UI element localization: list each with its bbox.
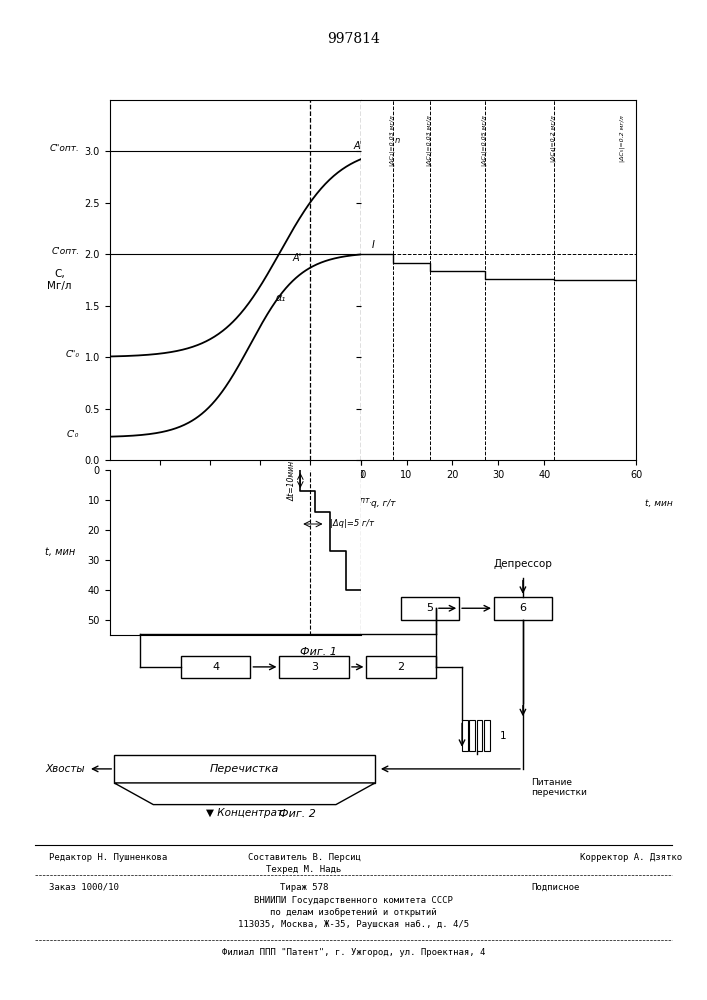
Text: |Δq|=5 г/т: |Δq|=5 г/т [330, 520, 375, 528]
Text: |ΔC₅|=0.2 мг/л: |ΔC₅|=0.2 мг/л [620, 115, 625, 162]
Bar [462, 720, 468, 751]
Text: I: I [372, 240, 375, 250]
Bar [401, 597, 459, 620]
Text: C'опт.: C'опт. [51, 247, 79, 256]
Text: |ΔC₂|=0.03 мг/л: |ΔC₂|=0.03 мг/л [427, 115, 432, 166]
Bar [494, 597, 552, 620]
Text: Депрессор: Депрессор [493, 559, 552, 569]
Bar [366, 656, 436, 678]
Text: по делам изобретений и открытий: по делам изобретений и открытий [270, 908, 437, 917]
Bar [477, 720, 482, 751]
Text: Тираж 578: Тираж 578 [280, 883, 328, 892]
Text: Питание
перечистки: Питание перечистки [532, 778, 588, 797]
Text: Фиг. 2: Фиг. 2 [279, 809, 315, 819]
Text: n: n [395, 136, 400, 145]
Text: Корректор А. Дзятко: Корректор А. Дзятко [580, 853, 682, 862]
Text: |ΔC₄|=0.2 мг/л: |ΔC₄|=0.2 мг/л [551, 115, 556, 162]
Text: q'опт.: q'опт. [298, 496, 322, 505]
Bar [469, 720, 475, 751]
Text: Техред М. Надь: Техред М. Надь [267, 865, 341, 874]
Text: 5: 5 [426, 603, 433, 613]
Text: C"опт.: C"опт. [49, 144, 79, 153]
Text: q, г/т: q, г/т [370, 499, 395, 508]
Text: 4: 4 [212, 662, 219, 672]
Text: Хвосты: Хвосты [45, 764, 86, 774]
Text: Редактор Н. Пушненкова: Редактор Н. Пушненкова [49, 853, 168, 862]
Text: Составитель В. Персиц: Составитель В. Персиц [247, 853, 361, 862]
Text: A": A" [353, 141, 364, 151]
Text: 2: 2 [397, 662, 404, 672]
Text: Подписное: Подписное [532, 883, 580, 892]
Text: Δt=10мин: Δt=10мин [288, 460, 297, 501]
Y-axis label: C,
Мг/л: C, Мг/л [47, 269, 71, 291]
Text: α₂: α₂ [365, 180, 375, 190]
Bar [484, 720, 489, 751]
Text: C"₀: C"₀ [66, 350, 79, 359]
Text: ВНИИПИ Государственного комитета СССР: ВНИИПИ Государственного комитета СССР [254, 896, 453, 905]
Text: q"опт.: q"опт. [348, 496, 373, 505]
Text: Филиал ППП "Патент", г. Ужгород, ул. Проектная, 4: Филиал ППП "Патент", г. Ужгород, ул. Про… [222, 948, 485, 957]
Text: |ΔC₁|=0.03 мг/л: |ΔC₁|=0.03 мг/л [390, 115, 395, 166]
Text: C'₀: C'₀ [67, 430, 79, 439]
Text: Фиг. 1: Фиг. 1 [300, 647, 337, 657]
Text: 997814: 997814 [327, 32, 380, 46]
Text: Заказ 1000/10: Заказ 1000/10 [49, 883, 119, 892]
Text: α₁: α₁ [275, 293, 286, 303]
Bar [279, 656, 349, 678]
Text: A': A' [293, 253, 302, 263]
Text: 3: 3 [310, 662, 317, 672]
Text: t, мин: t, мин [645, 499, 673, 508]
Bar [181, 656, 250, 678]
Text: 6: 6 [520, 603, 527, 613]
Text: 1: 1 [500, 731, 506, 741]
Text: 113035, Москва, Ж-35, Раушская наб., д. 4/5: 113035, Москва, Ж-35, Раушская наб., д. … [238, 920, 469, 929]
Text: t, мин: t, мин [45, 547, 75, 557]
Bar [115, 755, 375, 783]
Text: |ΔC₃|=0.05 мг/л: |ΔC₃|=0.05 мг/л [482, 115, 487, 166]
Polygon shape [115, 783, 375, 805]
Text: ▼ Концентрат: ▼ Концентрат [206, 808, 283, 818]
Text: Перечистка: Перечистка [210, 764, 279, 774]
